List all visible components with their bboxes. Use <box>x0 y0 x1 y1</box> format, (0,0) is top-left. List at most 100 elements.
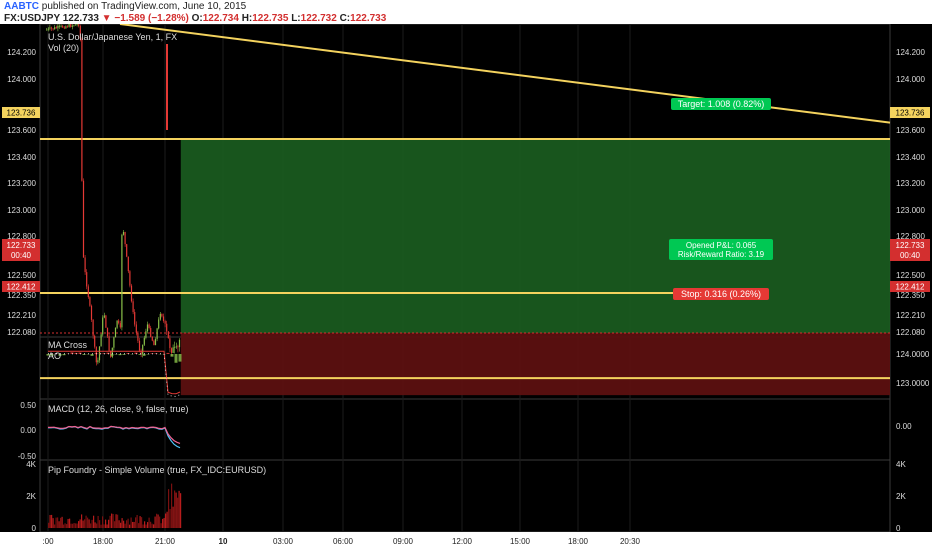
volume-bar <box>138 523 140 528</box>
volume-bar <box>144 521 146 528</box>
svg-text:122.733: 122.733 <box>896 241 925 250</box>
stop-label[interactable]: Stop: 0.316 (0.26%) <box>673 288 769 300</box>
candle-body <box>148 324 150 328</box>
target-zone[interactable] <box>180 138 891 334</box>
price-tick: 123.200 <box>896 179 925 188</box>
volume-bar <box>136 514 138 528</box>
price-tick-left: 122.800 <box>7 232 36 241</box>
volume-bar <box>171 483 173 528</box>
author-name[interactable]: AABTC <box>4 1 39 12</box>
pnl-label[interactable]: Opened P&L: 0.065 Risk/Reward Ratio: 3.1… <box>669 239 773 260</box>
candle-body <box>65 26 67 29</box>
close-label: C: <box>339 13 351 24</box>
stop-zone[interactable] <box>180 333 891 396</box>
candle-body <box>50 27 53 29</box>
volume-bar <box>60 517 62 528</box>
volume-bar <box>81 514 83 528</box>
main-title: U.S. Dollar/Japanese Yen, 1, FX <box>48 32 177 42</box>
volume-bar <box>66 524 68 528</box>
candle-body <box>166 323 168 332</box>
candle-body <box>156 328 158 340</box>
volume-bar <box>82 520 84 528</box>
candle-body <box>161 313 163 317</box>
time-axis[interactable]: :00 18:00 21:00 10 03:00 06:00 09:00 12:00 15:00… <box>0 532 932 550</box>
chart-canvas[interactable]: U.S. Dollar/Japanese Yen, 1, FX Vol (20)… <box>0 24 932 550</box>
macd-series <box>48 425 181 449</box>
volume-bar <box>117 514 119 528</box>
candle-body <box>154 339 157 346</box>
volume-bar <box>79 519 81 528</box>
svg-text:122.412: 122.412 <box>896 283 925 292</box>
ao-bar <box>142 354 146 356</box>
candle-body <box>178 339 181 348</box>
candle-body <box>98 346 101 361</box>
volume-bar <box>114 521 116 528</box>
price-tick-left: 124.200 <box>7 48 36 57</box>
volume-bar <box>78 521 80 528</box>
volume-bar <box>84 519 86 528</box>
volume-bar <box>174 490 176 528</box>
volume-bars <box>48 483 182 528</box>
candle-body <box>54 27 56 30</box>
ma-tick: 123.0000 <box>896 379 930 388</box>
ao-bar <box>82 354 86 355</box>
ao-bar <box>62 354 66 356</box>
candle-body <box>97 360 99 363</box>
candle-body <box>92 319 94 336</box>
high-label: H: <box>241 13 253 24</box>
macd-panel[interactable] <box>39 398 891 461</box>
volume-bar <box>118 520 120 528</box>
price-axis-left[interactable]: 124.200 124.000 123.600 123.400 123.200 123.0… <box>7 48 36 337</box>
low-value: 122.732 <box>300 13 337 24</box>
volume-bar <box>123 520 125 528</box>
ma-cross-series <box>46 350 182 397</box>
volume-bar <box>70 523 72 528</box>
candle-body <box>167 331 169 339</box>
price-tick-left: 122.500 <box>7 271 36 280</box>
candle-body <box>121 234 123 328</box>
volume-bar <box>121 518 123 528</box>
candle-body <box>130 285 133 302</box>
candle-body <box>162 316 165 321</box>
candle-body <box>135 324 137 333</box>
rr-label-text: Risk/Reward Ratio: 3.19 <box>678 250 765 259</box>
candle-body <box>66 26 69 28</box>
candle-body <box>153 340 155 346</box>
price-tick: 122.350 <box>896 291 925 300</box>
candle-body <box>127 256 129 272</box>
volume-bar <box>109 515 111 528</box>
volume-bar <box>177 497 179 528</box>
vol-tick-left: 4K <box>26 460 36 469</box>
price-tick-left: 123.000 <box>7 206 36 215</box>
candle-body <box>68 24 70 27</box>
candle-body <box>74 24 77 26</box>
current-price-badge: 122.733 00:40 122.733 00:40 <box>2 239 930 261</box>
ao-bar <box>46 354 50 356</box>
candlestick-series[interactable] <box>46 24 181 366</box>
time-tick: 10 <box>219 537 228 546</box>
price-axis-right[interactable]: 124.200 124.000 123.600 123.400 123.200 123.0… <box>896 48 925 337</box>
vol-tick-left: 0 <box>32 524 37 533</box>
volume-bar <box>91 519 93 528</box>
target-label[interactable]: Target: 1.008 (0.82%) <box>671 98 771 110</box>
volume-panel[interactable] <box>39 459 891 533</box>
price-tick: 123.000 <box>896 206 925 215</box>
volume-bar <box>58 521 60 528</box>
signal-line <box>48 425 181 444</box>
candle-body <box>73 25 75 27</box>
symbol-label[interactable]: FX:USDJPY <box>4 13 60 24</box>
candle-body <box>169 338 171 349</box>
volume-bar <box>180 493 182 528</box>
ma-title: MA Cross <box>48 340 88 350</box>
volume-bar <box>163 517 165 528</box>
time-tick: 18:00 <box>568 537 589 546</box>
volume-bar <box>142 524 144 528</box>
vol-label: Vol (20) <box>48 43 79 53</box>
candle-body <box>118 320 120 324</box>
volume-bar <box>126 520 128 528</box>
volume-bar <box>139 516 141 528</box>
volume-bar <box>135 517 137 528</box>
candle-body <box>158 319 160 329</box>
candle-body <box>84 257 86 273</box>
price-tick-left: 124.000 <box>7 75 36 84</box>
